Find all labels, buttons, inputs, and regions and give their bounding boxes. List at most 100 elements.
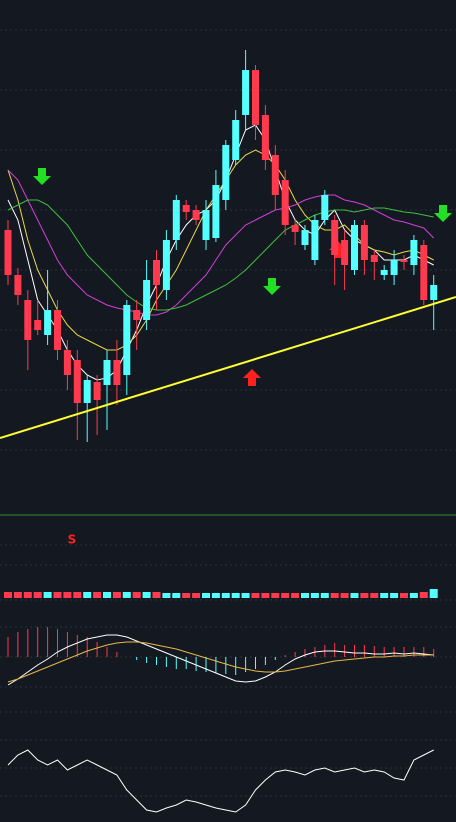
line-series: [7, 749, 434, 813]
volume-bar: [330, 593, 339, 598]
volume-bar: [132, 592, 141, 598]
candle-body: [123, 305, 131, 375]
volume-bar: [172, 593, 181, 598]
volume-bar: [142, 592, 151, 598]
volume-bar: [350, 593, 359, 598]
volume-bar: [390, 593, 399, 598]
grid: [0, 29, 456, 797]
volume-bar: [53, 592, 62, 598]
candle-body: [202, 210, 210, 240]
line-series: [7, 169, 435, 316]
candle-body: [212, 185, 220, 238]
signal-arrow: [263, 278, 281, 295]
candle-body: [153, 260, 160, 285]
candle-body: [162, 240, 170, 290]
candle-body: [192, 210, 200, 220]
volume-bar: [419, 592, 428, 598]
candle-body: [360, 225, 368, 260]
volume-bar: [380, 593, 389, 598]
candle-body: [410, 240, 418, 265]
signal-arrow: [434, 205, 452, 222]
volume-bar: [340, 593, 349, 598]
signal-arrow: [243, 369, 261, 386]
line-series: [7, 149, 434, 351]
volume-bar: [261, 593, 270, 598]
volume-bar: [281, 593, 290, 598]
volume-bar: [182, 593, 191, 598]
trendline: [0, 296, 456, 439]
volume-bar: [370, 593, 379, 598]
line-series: [7, 199, 434, 311]
volume-bar: [202, 593, 210, 598]
candle-body: [242, 70, 250, 115]
candle-body: [301, 230, 309, 245]
candle-body: [271, 155, 279, 195]
volume-bar: [251, 593, 260, 598]
volume-bar: [43, 592, 52, 598]
volume-bar: [93, 592, 102, 598]
candle-body: [232, 120, 240, 160]
line-series: [7, 634, 434, 686]
volume-bar: [409, 593, 418, 598]
volume-bar: [271, 593, 280, 598]
candle-body: [113, 360, 121, 385]
volume-bar: [360, 593, 369, 598]
candle-body: [73, 360, 81, 403]
volume-bar: [33, 592, 42, 598]
candle-body: [4, 230, 12, 275]
candle-body: [321, 195, 329, 220]
volume-bar: [23, 592, 32, 598]
candle-body: [281, 180, 289, 225]
candle-body: [103, 360, 111, 385]
volume-bar: [73, 592, 82, 598]
volume-bar: [429, 589, 438, 598]
candle-body: [400, 260, 408, 262]
line-series: [7, 641, 434, 683]
candle-body: [63, 350, 71, 375]
candle-body: [341, 240, 349, 265]
volume-bar: [310, 593, 319, 598]
candle-body: [261, 115, 269, 160]
candle-body: [430, 285, 438, 300]
volume-bar: [231, 593, 240, 598]
volume-bar: [4, 592, 12, 598]
candle-body: [34, 320, 42, 330]
volume-bar: [400, 593, 408, 598]
volume-bar: [122, 592, 131, 598]
candle-body: [93, 382, 101, 400]
candle-body: [83, 380, 91, 403]
volume-bar: [152, 592, 161, 598]
volume-bar: [112, 592, 121, 598]
volume-bar: [162, 593, 171, 598]
candle-body: [380, 270, 388, 275]
volume-bar: [63, 592, 72, 598]
volume-bar: [301, 593, 309, 598]
signal-arrow: [33, 168, 51, 185]
volume-bar: [211, 593, 220, 598]
volume-bar: [241, 593, 250, 598]
candle-body: [172, 200, 180, 240]
volume-bar: [83, 592, 92, 598]
candle-body: [54, 310, 61, 350]
candle-body: [14, 275, 22, 295]
candle-body: [351, 225, 358, 270]
candle-body: [390, 260, 398, 275]
candle-body: [182, 205, 190, 212]
volume-bar: [320, 593, 329, 598]
candle-body: [24, 300, 32, 340]
volume-bar: [13, 592, 22, 598]
volume-bar: [291, 593, 300, 598]
candle-body: [420, 245, 428, 300]
volume-bar: [192, 593, 201, 598]
candle-body: [222, 145, 230, 200]
candle-body: [291, 225, 299, 232]
candle-body: [370, 255, 378, 262]
volume-bar: [103, 592, 111, 598]
annotation: S: [68, 533, 77, 547]
candle-body: [44, 310, 52, 335]
candle-body: [143, 280, 151, 320]
candle-body: [331, 220, 339, 255]
candle-body: [252, 70, 259, 125]
